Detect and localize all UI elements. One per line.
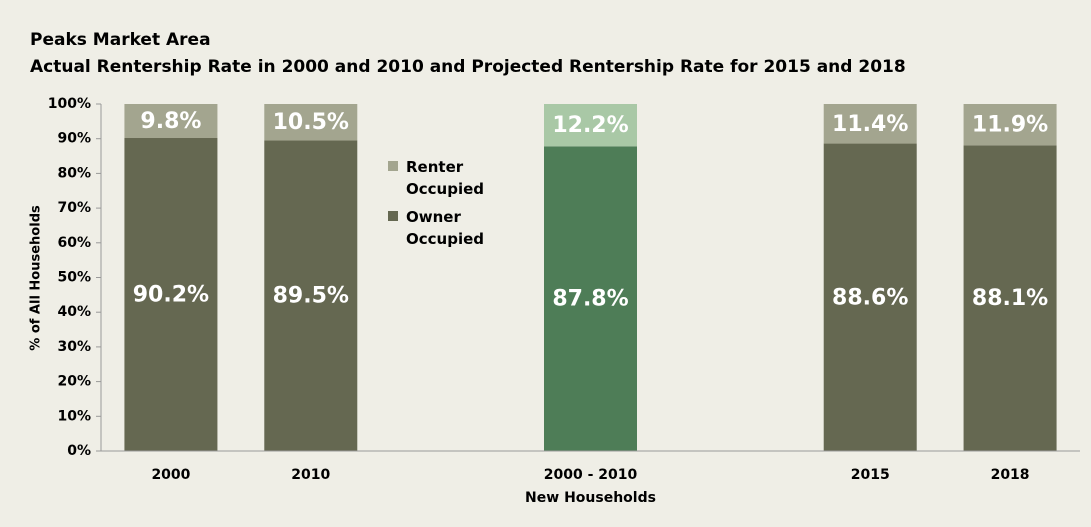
- y-tick-label: 90%: [57, 131, 91, 147]
- y-tick-label: 0%: [67, 443, 91, 459]
- data-label: 11.9%: [972, 113, 1048, 138]
- chart-title: Peaks Market Area: [30, 30, 211, 50]
- x-tick-label: 2018: [991, 467, 1030, 483]
- y-tick-label: 20%: [57, 374, 91, 390]
- x-tick-label: 2000 - 2010: [544, 467, 638, 483]
- bar-segment: [264, 140, 358, 451]
- y-tick-label: 40%: [57, 304, 91, 320]
- y-tick-label: 100%: [48, 96, 91, 112]
- y-tick-label: 70%: [57, 200, 91, 216]
- bar-segment: [963, 145, 1057, 451]
- x-tick-label: 2000: [151, 467, 190, 483]
- data-label: 89.5%: [273, 284, 349, 309]
- data-label: 90.2%: [133, 283, 209, 308]
- legend-item: Renter Occupied: [388, 156, 518, 200]
- legend-label: Renter Occupied: [406, 158, 485, 198]
- legend-swatch: [388, 161, 398, 171]
- legend: Renter Occupied Owner Occupied: [388, 156, 518, 256]
- y-tick-label: 50%: [57, 270, 91, 286]
- bar-segment: [124, 104, 218, 139]
- y-tick-label: 60%: [57, 235, 91, 251]
- legend-swatch: [388, 211, 398, 221]
- bar-segment: [963, 104, 1057, 146]
- data-label: 9.8%: [140, 109, 201, 134]
- y-tick-label: 10%: [57, 408, 91, 424]
- data-label: 88.6%: [832, 285, 908, 310]
- data-label: 87.8%: [552, 287, 628, 312]
- x-tick-label-note: New Households: [525, 490, 656, 506]
- bar-segment: [264, 104, 358, 141]
- bar-segment: [823, 104, 917, 144]
- legend-item: Owner Occupied: [388, 206, 518, 250]
- x-tick-label: 2015: [851, 467, 890, 483]
- chart-subtitle: Actual Rentership Rate in 2000 and 2010 …: [30, 57, 906, 77]
- y-axis-label: % of All Households: [29, 205, 44, 351]
- y-tick-label: 30%: [57, 339, 91, 355]
- data-label: 12.2%: [552, 113, 628, 138]
- bar-segment: [544, 104, 637, 147]
- data-label: 10.5%: [273, 110, 349, 135]
- legend-label: Owner Occupied: [406, 208, 485, 248]
- data-label: 11.4%: [832, 112, 908, 137]
- y-tick-label: 80%: [57, 165, 91, 181]
- bar-segment: [544, 146, 637, 452]
- x-tick-label: 2010: [291, 467, 330, 483]
- bar-segment: [124, 138, 218, 452]
- bar-segment: [823, 143, 917, 452]
- data-label: 88.1%: [972, 286, 1048, 311]
